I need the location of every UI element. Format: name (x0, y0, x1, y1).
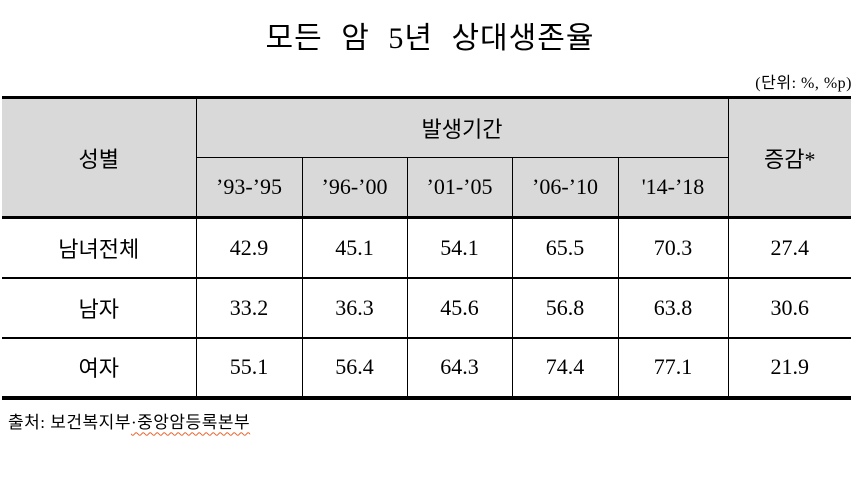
cell-value: 54.1 (406, 216, 513, 279)
cell-value: 65.5 (511, 216, 619, 279)
cell-value: 45.6 (406, 276, 513, 339)
cell-value: 55.1 (195, 336, 303, 399)
header-group-row: 성별 발생기간 증감* (2, 97, 852, 219)
survival-rate-table: 성별 발생기간 증감* ’93-’95 ’96-’00 ’01-’05 ’06-… (2, 96, 852, 400)
cell-value: 56.4 (301, 336, 408, 399)
cell-change: 30.6 (727, 276, 852, 339)
cell-value: 70.3 (617, 216, 729, 279)
source-org: 보건복지부 (50, 412, 131, 432)
source-org-spellchecked: ·중앙암등록본부 (130, 412, 251, 432)
row-label: 남자 (2, 276, 197, 339)
row-label: 여자 (2, 336, 197, 399)
table-row-female: 여자 55.1 56.4 64.3 74.4 77.1 21.9 (2, 336, 852, 399)
source-note: 출처: 보건복지부·중앙암등록본부 (8, 408, 860, 433)
cell-change: 21.9 (727, 336, 852, 399)
cell-value: 64.3 (406, 336, 513, 399)
table-row-male: 남자 33.2 36.3 45.6 56.8 63.8 30.6 (2, 276, 852, 339)
header-period-row: ’93-’95 ’96-’00 ’01-’05 ’06-’10 '14-’18 (2, 157, 851, 219)
page-title: 모든 암 5년 상대생존율 (265, 22, 595, 55)
table-row-total: 남녀전체 42.9 45.1 54.1 65.5 70.3 27.4 (2, 216, 852, 279)
cell-value: 42.9 (195, 216, 303, 279)
cell-value: 33.2 (195, 276, 303, 339)
column-header-period-group: 발생기간 (195, 97, 729, 158)
column-header-period-3: ’01-’05 (406, 157, 513, 219)
cell-value: 45.1 (301, 216, 408, 279)
cell-value: 63.8 (617, 276, 729, 339)
cell-value: 74.4 (511, 336, 619, 399)
cell-value: 56.8 (511, 276, 619, 339)
cell-value: 77.1 (617, 336, 729, 399)
column-header-period-4: ’06-’10 (511, 157, 619, 219)
row-label: 남녀전체 (2, 216, 197, 279)
cell-value: 36.3 (301, 276, 408, 339)
column-header-period-2: ’96-’00 (301, 157, 408, 219)
column-header-sex: 성별 (2, 97, 197, 219)
unit-note: (단위: %, %p) (755, 75, 852, 92)
column-header-period-1: ’93-’95 (196, 157, 303, 219)
cell-change: 27.4 (727, 216, 852, 279)
column-header-change: 증감* (727, 97, 852, 219)
column-header-period-5: '14-’18 (617, 157, 729, 219)
source-prefix: 출처: (8, 412, 51, 432)
